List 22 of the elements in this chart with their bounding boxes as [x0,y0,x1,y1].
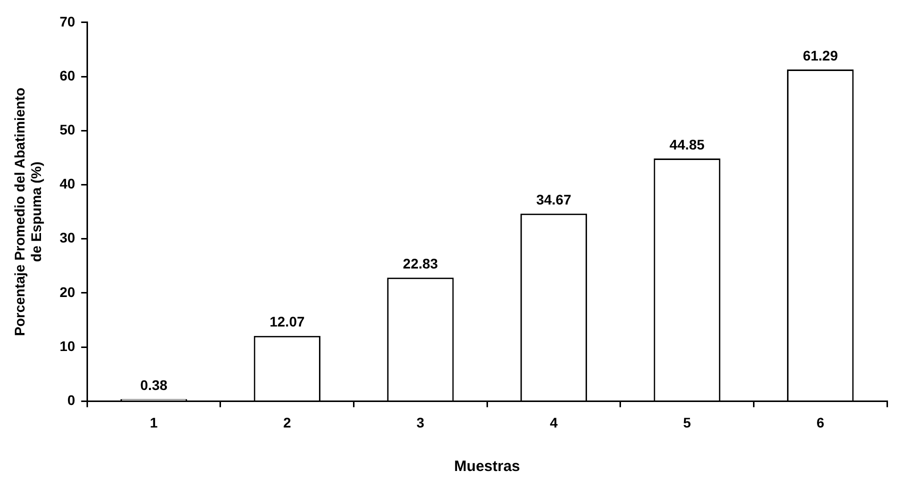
data-label: 22.83 [402,256,438,272]
x-tick-label: 3 [416,414,425,430]
data-label: 61.29 [802,47,838,64]
y-axis-title: Porcentaje Promedio del Abatimiento de Espuma (%) [11,88,44,336]
data-label: 34.67 [536,191,572,208]
x-tick-label: 2 [283,414,292,430]
x-tick-label: 4 [550,414,558,430]
data-label: 0.38 [140,377,168,394]
y-tick-label: 0 [67,392,76,408]
x-tick-label: 6 [816,414,824,430]
y-tick-label: 60 [60,67,76,84]
x-tick-label: 1 [150,414,158,430]
x-axis-title: Muestras [454,458,520,476]
y-tick-label: 70 [60,13,76,30]
y-tick-label: 20 [60,284,76,300]
y-tick-label: 40 [60,176,76,192]
y-tick-label: 30 [60,230,76,246]
data-label: 44.85 [670,136,705,152]
y-tick-label: 50 [60,121,76,138]
data-label: 12.07 [270,314,305,330]
x-tick-label: 5 [683,414,692,430]
y-tick-label: 10 [60,338,76,354]
